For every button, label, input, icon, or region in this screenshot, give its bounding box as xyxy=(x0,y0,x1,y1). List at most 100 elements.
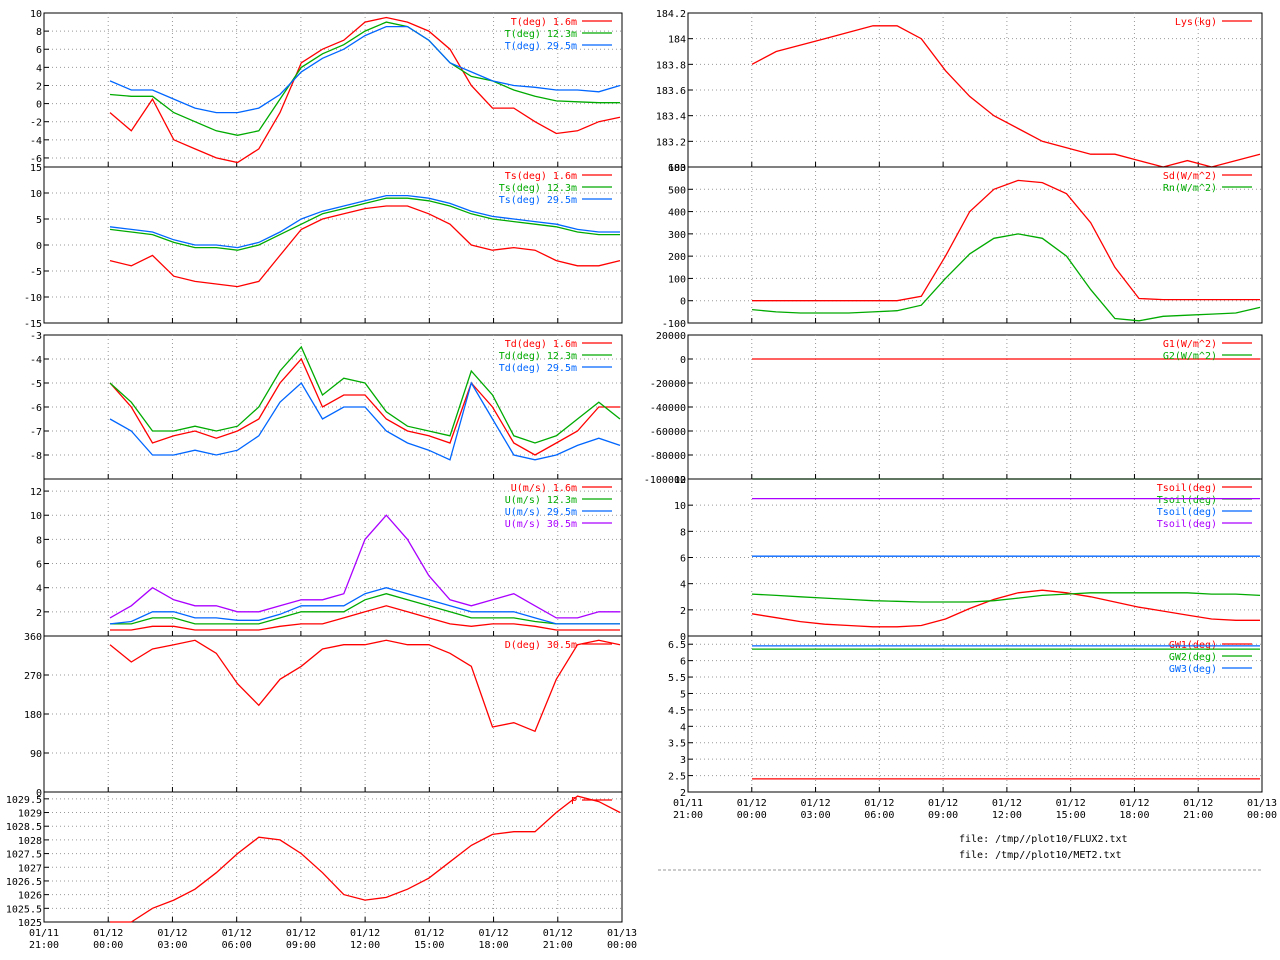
y-tick-label: 180 xyxy=(24,710,42,721)
legend-label-0: Lys(kg) xyxy=(1175,17,1217,28)
x-tick-label-left: 06:00 xyxy=(222,940,252,951)
x-tick-label-left: 15:00 xyxy=(414,940,444,951)
y-tick-label: 360 xyxy=(24,632,42,643)
y-tick-label: 400 xyxy=(668,208,686,219)
y-tick-label: 3 xyxy=(680,755,686,766)
x-tick-label-left: 01/12 xyxy=(414,928,444,939)
x-tick-label-left: 03:00 xyxy=(157,940,187,951)
panel-frame xyxy=(687,12,1263,168)
x-tick-label-left: 01/12 xyxy=(543,928,573,939)
x-tick-label-left: 01/11 xyxy=(29,928,59,939)
panel-Lys: 184.2 184 183.8 183.6 183.4 183.2 183 Lys(kg) xyxy=(656,9,1263,174)
y-tick-label: 6 xyxy=(36,560,42,571)
y-tick-label: 6 xyxy=(680,554,686,565)
y-tick-label: 183.6 xyxy=(656,86,686,97)
x-tick-label-left: 09:00 xyxy=(286,940,316,951)
y-tick-label: 100 xyxy=(668,274,686,285)
y-tick-label: -15 xyxy=(24,319,42,330)
series-line-1 xyxy=(110,593,620,625)
series-line-0 xyxy=(110,605,620,631)
y-tick-label: -4 xyxy=(30,136,42,147)
y-tick-label: 2 xyxy=(680,788,686,799)
y-tick-label: 4 xyxy=(36,63,42,74)
series-line-3 xyxy=(109,514,620,619)
y-tick-label: 20000 xyxy=(656,331,686,342)
y-tick-label: 10 xyxy=(30,511,42,522)
y-tick-label: 500 xyxy=(668,185,686,196)
legend-label-1: Rn(W/m^2) xyxy=(1163,183,1217,194)
series-line-2 xyxy=(109,25,621,114)
y-tick-label: -10 xyxy=(24,293,42,304)
x-tick-label-right: 01/12 xyxy=(737,798,767,809)
legend-label-0: U(m/s) 1.6m xyxy=(511,483,577,494)
y-tick-label: 183.2 xyxy=(656,137,686,148)
series-line-0 xyxy=(751,25,1261,168)
x-tick-label-right: 01/12 xyxy=(1056,798,1086,809)
y-tick-label: 1025.5 xyxy=(6,904,42,915)
legend-label-2: Ts(deg) 29.5m xyxy=(499,195,577,206)
x-tick-label-left: 01/12 xyxy=(222,928,252,939)
y-tick-label: -100 xyxy=(662,319,686,330)
series-line-1 xyxy=(109,345,621,444)
x-tick-label-right: 01/12 xyxy=(928,798,958,809)
legend-label-1: G2(W/m^2) xyxy=(1163,351,1217,362)
legend-label-1: GW2(deg) xyxy=(1169,652,1217,663)
series-line-1 xyxy=(109,197,620,251)
x-tick-label-right: 01/12 xyxy=(1119,798,1149,809)
y-tick-label: 8 xyxy=(36,27,42,38)
legend-label-2: Td(deg) 29.5m xyxy=(499,363,577,374)
x-tick-label-right: 01/11 xyxy=(673,798,703,809)
y-tick-label: -8 xyxy=(30,451,42,462)
y-tick-label: 8 xyxy=(680,527,686,538)
x-tick-label-left: 21:00 xyxy=(29,940,59,951)
y-tick-label: -3 xyxy=(30,331,42,342)
y-tick-label: 1026.5 xyxy=(6,877,42,888)
panel-Tsoil: 121086420Tsoil(deg)Tsoil(deg)Tsoil(deg)T… xyxy=(674,475,1263,643)
series-line-1 xyxy=(751,233,1261,322)
y-tick-label: -40000 xyxy=(650,403,686,414)
legend-label-1: T(deg) 12.3m xyxy=(505,29,577,40)
series-line-2 xyxy=(109,194,620,249)
x-tick-label-left: 00:00 xyxy=(93,940,123,951)
y-tick-label: -5 xyxy=(30,379,42,390)
series-line-0 xyxy=(752,179,1260,302)
y-tick-label: 600 xyxy=(668,163,686,174)
legend-label-0: P xyxy=(571,796,577,807)
y-tick-label: 183 xyxy=(668,163,686,174)
legend-label-1: Td(deg) 12.3m xyxy=(499,351,577,362)
y-tick-label: 12 xyxy=(30,487,42,498)
x-tick-label-right: 00:00 xyxy=(1247,810,1277,821)
x-tick-label-left: 21:00 xyxy=(543,940,573,951)
x-tick-label-right: 12:00 xyxy=(992,810,1022,821)
series-line-0 xyxy=(109,205,621,288)
legend-label-0: Ts(deg) 1.6m xyxy=(505,171,577,182)
y-tick-label: 4.5 xyxy=(668,706,686,717)
y-tick-label: 0 xyxy=(680,297,686,308)
series-line-0 xyxy=(751,589,1260,628)
y-tick-label: 0 xyxy=(36,788,42,799)
y-tick-label: 4 xyxy=(36,584,42,595)
y-tick-label: 2 xyxy=(36,608,42,619)
x-tick-label-left: 00:00 xyxy=(607,940,637,951)
file-label-met: file: /tmp//plot10/MET2.txt xyxy=(959,850,1122,861)
y-tick-label: 6 xyxy=(680,657,686,668)
y-tick-label: 300 xyxy=(668,230,686,241)
x-tick-label-right: 06:00 xyxy=(864,810,894,821)
legend-label-0: T(deg) 1.6m xyxy=(511,17,577,28)
x-tick-label-right: 03:00 xyxy=(801,810,831,821)
panel-D: 360 270 180 90 0 D(deg) 30.5m xyxy=(24,632,623,799)
y-tick-label: 0 xyxy=(680,355,686,366)
y-tick-label: 6.5 xyxy=(668,640,686,651)
y-tick-label: 2 xyxy=(36,81,42,92)
y-tick-label: 1028 xyxy=(18,836,42,847)
legend-label-3: U(m/s) 30.5m xyxy=(505,519,577,530)
y-tick-label: 15 xyxy=(30,163,42,174)
y-tick-label: 1029 xyxy=(18,809,42,820)
panel-GW: 6.565.554.543.532.52GW1(deg)GW2(deg)GW3(… xyxy=(668,635,1263,799)
y-tick-label: 1029.5 xyxy=(6,795,42,806)
series-line-0 xyxy=(109,357,620,456)
legend-label-0: Sd(W/m^2) xyxy=(1163,171,1217,182)
x-tick-label-right: 01/12 xyxy=(801,798,831,809)
y-tick-label: 1027 xyxy=(18,863,42,874)
